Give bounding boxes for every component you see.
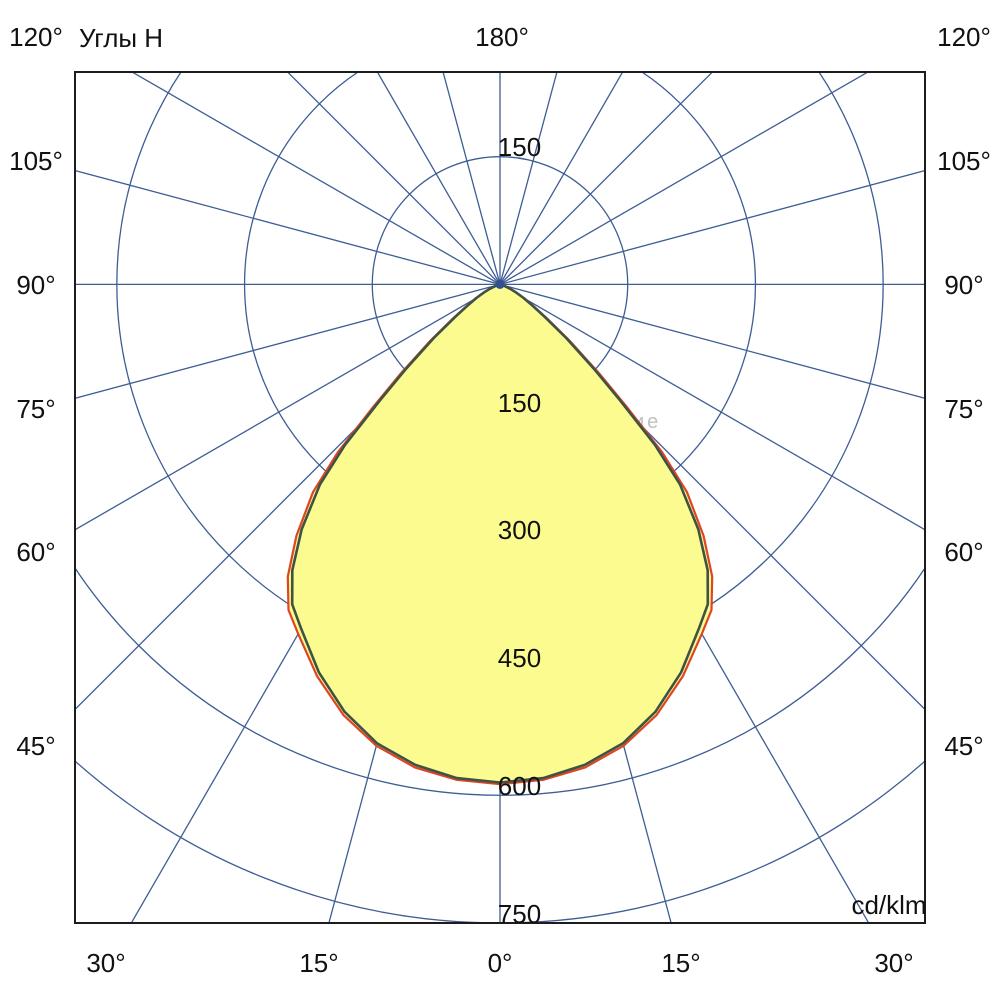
angle-label-left-120: 120° [9, 22, 63, 52]
grid-ray-150 [499, 72, 624, 285]
radial-label-600: 600 [497, 770, 542, 801]
radial-label-750: 750 [497, 898, 542, 929]
angle-label-bottom-1-15: 15° [299, 948, 339, 978]
chart-title: Углы H [78, 23, 164, 53]
radial-label-300: 300 [497, 515, 542, 546]
grid-ray-240 [130, 72, 501, 285]
grid-ray-105 [499, 169, 925, 286]
angle-label-left-60: 60° [16, 537, 56, 567]
grid-ray-165 [499, 72, 558, 285]
grid-ray-75 [499, 283, 925, 399]
beam-fill [287, 284, 713, 785]
angle-label-right-45: 45° [944, 731, 984, 761]
angle-label-bottom-0-30: 30° [86, 948, 126, 978]
angle-label-left-75: 75° [16, 394, 56, 424]
angle-label-right-120: 120° [937, 22, 991, 52]
grid-ray-195 [442, 72, 501, 285]
radial-label-150-top: 150 [497, 132, 542, 163]
angle-label-right-60: 60° [944, 537, 984, 567]
grid-ray-285 [75, 283, 501, 399]
angle-label-right-105: 105° [937, 146, 991, 176]
angle-label-right-75: 75° [944, 394, 984, 424]
angle-label-right-90: 90° [944, 270, 984, 300]
angle-label-bottom-3-15: 15° [661, 948, 701, 978]
angle-label-left-105: 105° [9, 146, 63, 176]
radial-label-450: 450 [497, 643, 542, 674]
grid-ray-60 [499, 283, 925, 531]
grid-ray-210 [376, 72, 501, 285]
intensity-curves [286, 283, 714, 786]
angle-label-left-45: 45° [16, 731, 56, 761]
polar-center-dot [495, 279, 505, 289]
angle-label-bottom-4-30: 30° [874, 948, 914, 978]
angle-label-bottom-2-0: 0° [487, 948, 513, 978]
intensity-curve-dark [290, 283, 710, 784]
angle-label-left-90: 90° [16, 270, 56, 300]
grid-ray-120 [499, 72, 870, 285]
unit-label: cd/klm [851, 890, 927, 920]
grid-ray-255 [75, 169, 501, 286]
grid-ray-300 [75, 283, 501, 531]
radial-label-150: 150 [497, 387, 542, 418]
plot-border [74, 71, 926, 924]
grid-ray-135 [499, 72, 714, 285]
grid-ray-225 [286, 72, 501, 285]
angle-label-top-180: 180° [475, 22, 529, 52]
